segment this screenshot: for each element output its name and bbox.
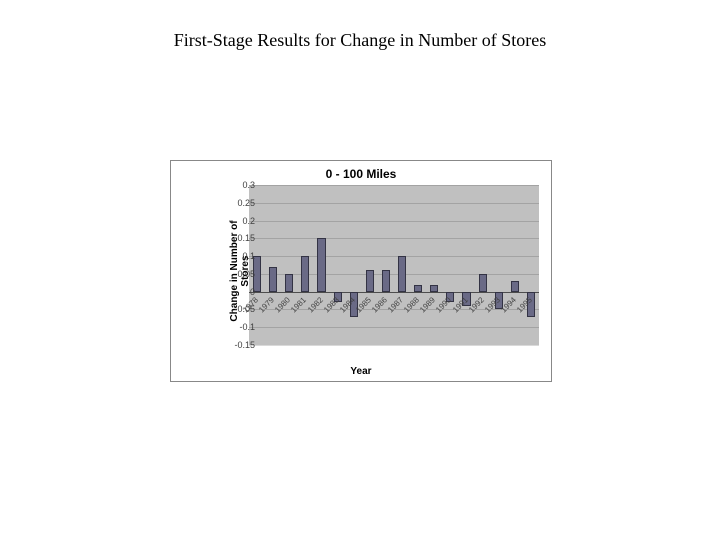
y-tick-label: 0.2 bbox=[242, 216, 255, 226]
bar bbox=[317, 238, 325, 291]
plot-area bbox=[249, 185, 539, 345]
bar bbox=[301, 256, 309, 292]
bar bbox=[479, 274, 487, 292]
gridline bbox=[249, 203, 539, 204]
bars-layer bbox=[249, 185, 539, 345]
chart-container: 0 - 100 Miles Change in Number of Stores… bbox=[170, 160, 552, 382]
y-tick-label: 0.25 bbox=[237, 198, 255, 208]
y-tick-label: 0.05 bbox=[237, 269, 255, 279]
gridline bbox=[249, 327, 539, 328]
bar bbox=[382, 270, 390, 291]
gridline bbox=[249, 256, 539, 257]
bar bbox=[285, 274, 293, 292]
bar bbox=[430, 285, 438, 292]
bar bbox=[398, 256, 406, 292]
y-tick-label: 0.1 bbox=[242, 251, 255, 261]
gridline bbox=[249, 185, 539, 186]
y-tick-label: 0.3 bbox=[242, 180, 255, 190]
chart-title: 0 - 100 Miles bbox=[326, 167, 397, 181]
gridline bbox=[249, 221, 539, 222]
page-title: First-Stage Results for Change in Number… bbox=[174, 30, 546, 51]
x-axis-label: Year bbox=[350, 366, 371, 377]
y-tick-label: -0.1 bbox=[239, 322, 255, 332]
bar bbox=[414, 285, 422, 292]
bar bbox=[269, 267, 277, 292]
gridline bbox=[249, 345, 539, 346]
y-tick-label: -0.15 bbox=[234, 340, 255, 350]
gridline bbox=[249, 238, 539, 239]
bar bbox=[366, 270, 374, 291]
y-tick-label: 0.15 bbox=[237, 233, 255, 243]
bar bbox=[511, 281, 519, 292]
